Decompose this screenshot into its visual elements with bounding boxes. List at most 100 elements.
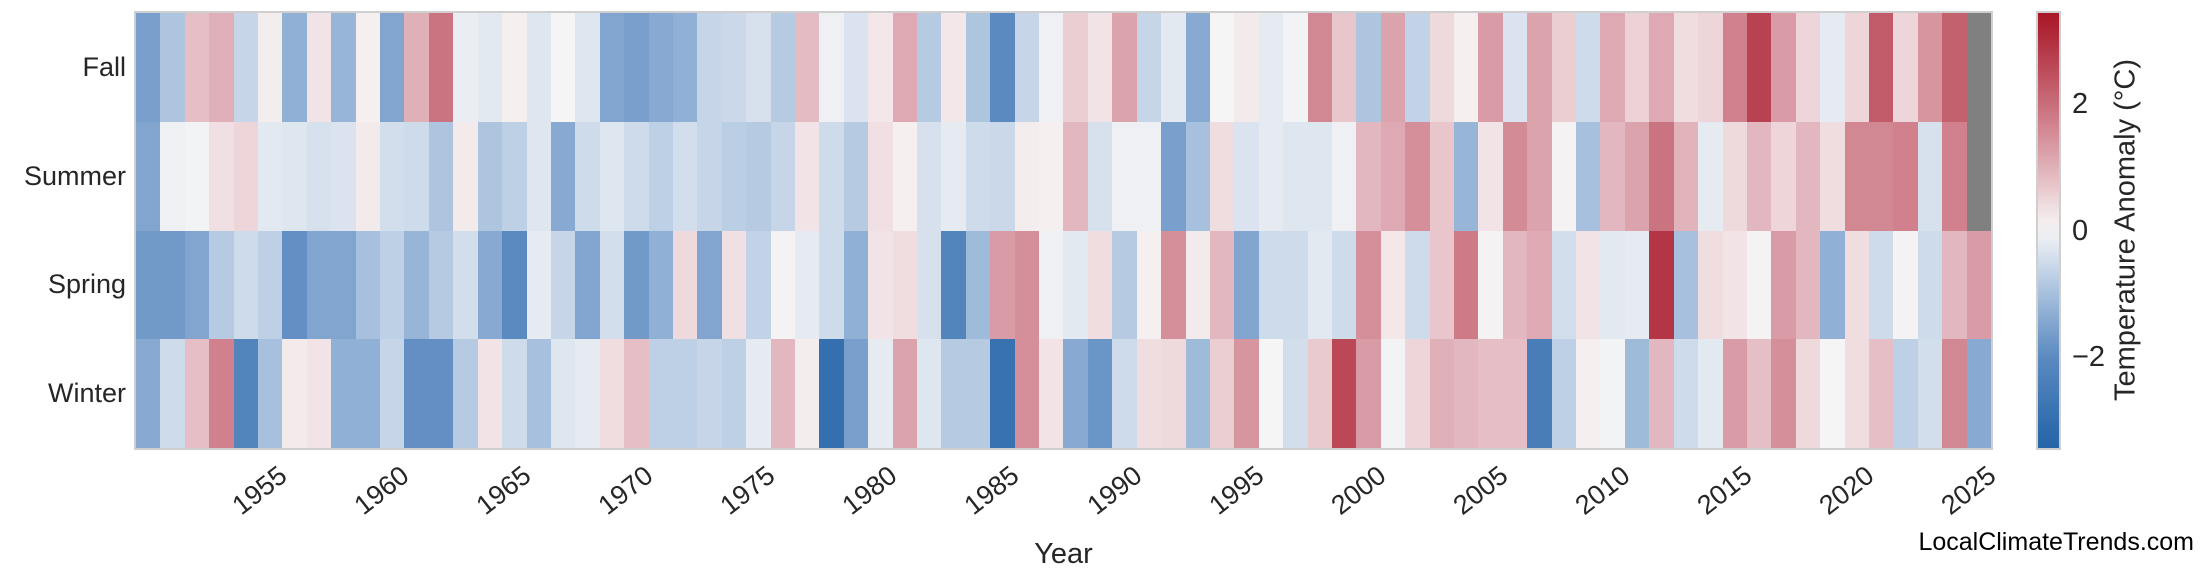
- heatmap-cell: [258, 121, 283, 231]
- heatmap-cell: [1795, 13, 1821, 122]
- heatmap-cell: [1746, 13, 1772, 122]
- heatmap-cell: [258, 230, 283, 340]
- heatmap-cell: [1063, 339, 1088, 448]
- heatmap-cell: [1478, 339, 1503, 448]
- heatmap-cell: [965, 13, 991, 122]
- heatmap-cell: [1868, 339, 1894, 448]
- heatmap-cell: [160, 121, 185, 231]
- heatmap-cell: [1039, 121, 1064, 231]
- heatmap-cell: [306, 339, 332, 448]
- heatmap-cell: [258, 13, 283, 122]
- heatmap-cell: [868, 13, 893, 122]
- x-tick-label-2020: 2020: [1813, 460, 1880, 521]
- heatmap-cell: [282, 230, 307, 340]
- heatmap-cell: [990, 339, 1015, 448]
- heatmap-cell: [819, 339, 844, 448]
- heatmap-row-fall: [136, 13, 1991, 122]
- x-tick-label-2015: 2015: [1691, 460, 1758, 521]
- heatmap-cell: [1527, 230, 1552, 340]
- heatmap-cell: [843, 339, 869, 448]
- heatmap-cell: [550, 13, 576, 122]
- heatmap-cell: [1014, 339, 1040, 448]
- heatmap-cell: [990, 121, 1015, 231]
- heatmap-cell: [136, 339, 161, 448]
- heatmap-cell: [160, 339, 185, 448]
- heatmap-cell: [1478, 13, 1503, 122]
- row-label-summer: Summer: [23, 160, 126, 191]
- heatmap-row-summer: [136, 121, 1991, 231]
- heatmap-cell: [868, 230, 893, 340]
- heatmap-cell: [599, 230, 625, 340]
- heatmap-cell: [1063, 121, 1088, 231]
- heatmap-cell: [380, 339, 405, 448]
- heatmap-cell: [843, 230, 869, 340]
- heatmap-cell: [209, 230, 234, 340]
- heatmap-cell: [697, 13, 722, 122]
- heatmap-cell: [575, 230, 600, 340]
- heatmap-cell: [1161, 13, 1186, 122]
- heatmap-cell: [404, 339, 429, 448]
- heatmap-cell: [1112, 121, 1137, 231]
- heatmap-cell: [917, 339, 942, 448]
- heatmap-cell: [965, 230, 991, 340]
- heatmap-cell: [1405, 121, 1430, 231]
- heatmap-cell: [770, 13, 795, 122]
- x-tick-label-1995: 1995: [1203, 460, 1270, 521]
- heatmap-cell: [477, 230, 503, 340]
- heatmap-cell: [795, 339, 820, 448]
- heatmap-cell: [1600, 339, 1625, 448]
- heatmap-cell: [1917, 13, 1943, 122]
- heatmap-cell: [1429, 339, 1455, 448]
- heatmap-cell: [233, 121, 259, 231]
- heatmap-cell: [1185, 230, 1210, 340]
- heatmap-cell: [306, 13, 332, 122]
- heatmap-cell: [624, 13, 649, 122]
- heatmap-cell: [306, 121, 332, 231]
- heatmap-cell: [1087, 13, 1113, 122]
- watermark-text: LocalClimateTrends.com: [1918, 528, 2194, 556]
- x-tick-label-2005: 2005: [1447, 460, 1514, 521]
- heatmap-cell: [209, 339, 234, 448]
- heatmap-cell: [526, 13, 551, 122]
- heatmap-cell: [1649, 339, 1674, 448]
- heatmap-cell: [1087, 339, 1113, 448]
- heatmap-cell: [1307, 230, 1332, 340]
- heatmap-cell: [721, 339, 747, 448]
- heatmap-cell: [355, 339, 381, 448]
- heatmap-cell: [1331, 13, 1357, 122]
- heatmap-cell: [331, 121, 356, 231]
- colorbar-tick-0: 0: [2072, 214, 2089, 247]
- heatmap-cell: [1893, 230, 1918, 340]
- heatmap-cell: [1624, 121, 1650, 231]
- heatmap-cell: [1234, 13, 1259, 122]
- heatmap-cell: [160, 13, 185, 122]
- heatmap-cell: [648, 339, 673, 448]
- heatmap-cell: [1576, 339, 1601, 448]
- heatmap-cell: [1576, 13, 1601, 122]
- heatmap-cell: [1673, 13, 1699, 122]
- heatmap-cell: [672, 339, 698, 448]
- heatmap-cell: [672, 230, 698, 340]
- heatmap-cell: [1258, 339, 1284, 448]
- heatmap-cell: [721, 230, 747, 340]
- heatmap-cell: [1624, 339, 1650, 448]
- heatmap-cell: [355, 121, 381, 231]
- heatmap-cell: [477, 13, 503, 122]
- heatmap-cell: [1331, 121, 1357, 231]
- heatmap-cell: [1795, 230, 1821, 340]
- heatmap-cell: [1722, 230, 1747, 340]
- heatmap-cell: [941, 121, 966, 231]
- heatmap-cell: [770, 230, 795, 340]
- heatmap-cell: [1746, 121, 1772, 231]
- heatmap-cell: [1551, 230, 1577, 340]
- heatmap-cell: [233, 230, 259, 340]
- heatmap-cell: [648, 121, 673, 231]
- x-tick-label-1970: 1970: [593, 460, 659, 521]
- heatmap-cell: [1917, 339, 1943, 448]
- heatmap-cell: [1502, 121, 1528, 231]
- heatmap-cell: [892, 13, 918, 122]
- heatmap-cell: [1087, 121, 1113, 231]
- heatmap-cell: [1746, 230, 1772, 340]
- heatmap-cell: [1624, 230, 1650, 340]
- heatmap-cell: [233, 13, 259, 122]
